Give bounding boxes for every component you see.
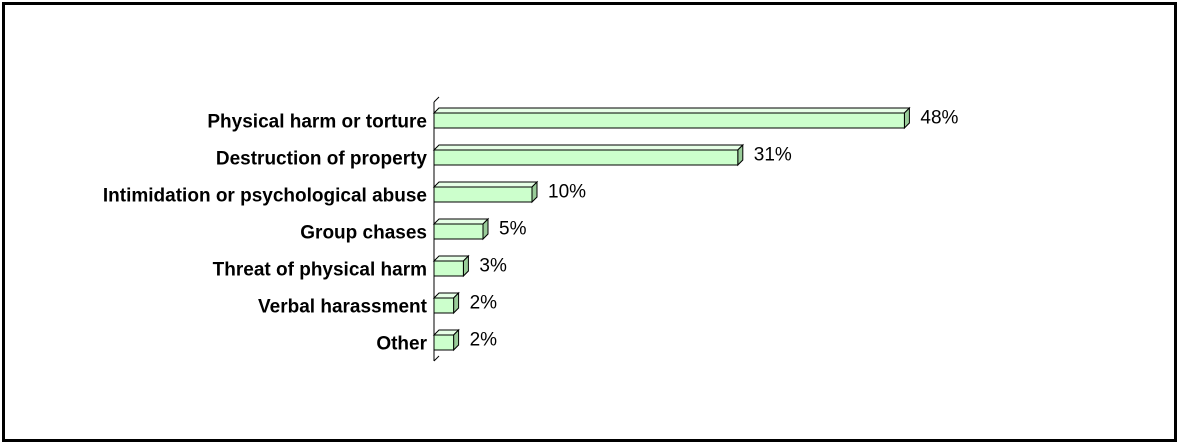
category-label: Destruction of property	[216, 149, 428, 170]
data-label: 3%	[479, 256, 507, 277]
bar	[434, 113, 904, 128]
bar-chart: Physical harm or torture 48% Destruction o…	[5, 5, 1174, 439]
bar-top-face	[434, 182, 537, 187]
data-label: 31%	[754, 145, 792, 166]
category-label: Verbal harassment	[258, 297, 428, 318]
data-label: 2%	[470, 330, 498, 351]
category-label: Intimidation or psychological abuse	[103, 186, 427, 207]
bar	[434, 150, 738, 165]
data-label: 2%	[470, 293, 498, 314]
data-label: 48%	[920, 108, 958, 129]
category-label: Threat of physical harm	[213, 260, 427, 281]
category-axis-depth-bottom	[434, 356, 439, 361]
bar	[434, 335, 454, 350]
category-label: Physical harm or torture	[207, 112, 427, 133]
category-label: Other	[376, 334, 427, 355]
data-label: 10%	[548, 182, 586, 203]
bar	[434, 187, 532, 202]
category-axis-depth-top	[434, 97, 439, 102]
bar	[434, 261, 463, 276]
bar-top-face	[434, 256, 468, 261]
bar	[434, 298, 454, 313]
bar-top-face	[434, 145, 743, 150]
category-label: Group chases	[300, 223, 427, 244]
bar-top-face	[434, 108, 909, 113]
bar	[434, 224, 483, 239]
data-label: 5%	[499, 219, 527, 240]
bar-top-face	[434, 219, 488, 224]
